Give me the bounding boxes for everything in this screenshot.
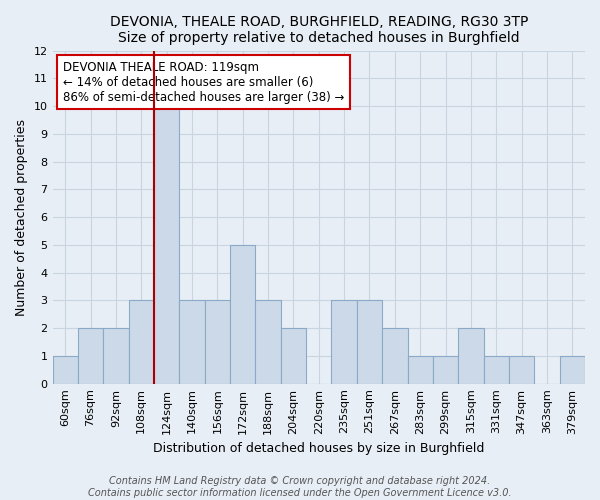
Bar — [484, 356, 509, 384]
Bar — [433, 356, 458, 384]
Text: DEVONIA THEALE ROAD: 119sqm
← 14% of detached houses are smaller (6)
86% of semi: DEVONIA THEALE ROAD: 119sqm ← 14% of det… — [63, 60, 344, 104]
Bar — [230, 245, 256, 384]
Bar — [53, 356, 78, 384]
Bar — [179, 300, 205, 384]
Bar — [205, 300, 230, 384]
Title: DEVONIA, THEALE ROAD, BURGHFIELD, READING, RG30 3TP
Size of property relative to: DEVONIA, THEALE ROAD, BURGHFIELD, READIN… — [110, 15, 528, 45]
Bar — [560, 356, 585, 384]
Bar — [154, 106, 179, 384]
Bar — [407, 356, 433, 384]
Bar — [281, 328, 306, 384]
Bar — [331, 300, 357, 384]
Bar — [458, 328, 484, 384]
Y-axis label: Number of detached properties: Number of detached properties — [15, 118, 28, 316]
Bar — [382, 328, 407, 384]
Text: Contains HM Land Registry data © Crown copyright and database right 2024.
Contai: Contains HM Land Registry data © Crown c… — [88, 476, 512, 498]
Bar — [509, 356, 534, 384]
Bar — [256, 300, 281, 384]
Bar — [128, 300, 154, 384]
Bar — [357, 300, 382, 384]
Bar — [78, 328, 103, 384]
X-axis label: Distribution of detached houses by size in Burghfield: Distribution of detached houses by size … — [153, 442, 484, 455]
Bar — [103, 328, 128, 384]
